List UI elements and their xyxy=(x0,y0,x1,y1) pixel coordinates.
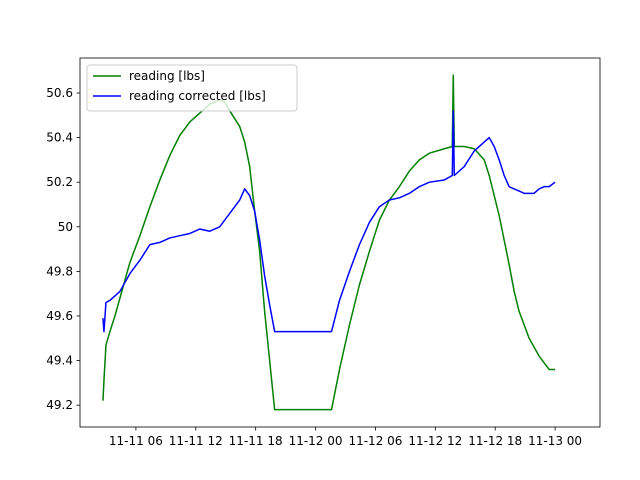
x-tick-label: 11-12 00 xyxy=(289,434,343,448)
legend-label: reading [lbs] xyxy=(129,69,205,83)
x-tick-label: 11-12 06 xyxy=(348,434,402,448)
x-tick-label: 11-11 18 xyxy=(229,434,283,448)
x-tick-label: 11-11 12 xyxy=(169,434,223,448)
y-tick-label: 49.4 xyxy=(46,354,73,368)
legend-box xyxy=(86,64,298,112)
data-line xyxy=(102,110,556,333)
y-tick-label: 50.6 xyxy=(46,86,73,100)
legend: reading [lbs] reading corrected [lbs] xyxy=(86,64,298,112)
y-tick-label: 50.4 xyxy=(46,131,73,145)
x-tick-label: 11-12 12 xyxy=(408,434,462,448)
y-tick-label: 49.2 xyxy=(46,398,73,412)
y-tick-label: 50 xyxy=(58,220,73,234)
legend-label: reading corrected [lbs] xyxy=(129,89,266,103)
plot-frame xyxy=(79,57,601,428)
y-tick-label: 49.6 xyxy=(46,309,73,323)
data-line xyxy=(102,74,556,411)
x-tick-label: 11-11 06 xyxy=(109,434,163,448)
y-tick-label: 50.2 xyxy=(46,175,73,189)
y-tick-label: 49.8 xyxy=(46,264,73,278)
x-tick-label: 11-12 18 xyxy=(468,434,522,448)
x-tick-label: 11-13 00 xyxy=(528,434,582,448)
